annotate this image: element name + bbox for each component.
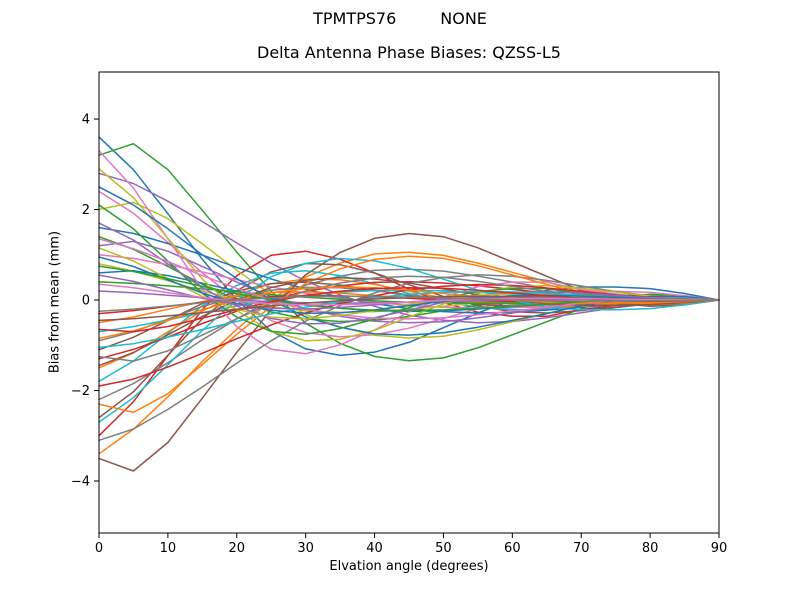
x-tick-label: 80 bbox=[642, 541, 659, 556]
series-line-42 bbox=[98, 286, 720, 340]
series-line-36 bbox=[98, 276, 720, 367]
x-tick-label: 30 bbox=[297, 541, 314, 556]
y-tick-label: 0 bbox=[82, 294, 90, 309]
suptitle-receiver: TPMTPS76 bbox=[313, 9, 397, 28]
x-tick-label: 20 bbox=[229, 541, 246, 556]
x-tick-label: 90 bbox=[711, 541, 728, 556]
series-line-30 bbox=[98, 257, 720, 423]
y-tick-label: 2 bbox=[82, 203, 90, 218]
x-tick-label: 50 bbox=[435, 541, 452, 556]
axes-frame bbox=[98, 71, 720, 534]
series-line-01 bbox=[98, 136, 720, 357]
x-tick-label: 60 bbox=[504, 541, 521, 556]
y-axis-label: Bias from mean (mm) bbox=[47, 230, 63, 374]
series-line-12 bbox=[98, 278, 720, 369]
x-tick-label: 70 bbox=[573, 541, 590, 556]
x-axis-label: Elvation angle (degrees) bbox=[329, 559, 489, 574]
series-line-47 bbox=[98, 283, 720, 306]
x-tick-label: 10 bbox=[160, 541, 177, 556]
series-line-32 bbox=[98, 255, 720, 414]
x-tick-label: 40 bbox=[366, 541, 383, 556]
y-tick-label: −4 bbox=[71, 474, 90, 489]
series-line-27 bbox=[98, 149, 720, 355]
series-line-48 bbox=[98, 295, 720, 313]
axes-title: Delta Antenna Phase Biases: QZSS-L5 bbox=[257, 43, 561, 62]
suptitle: TPMTPS76 NONE bbox=[0, 9, 800, 28]
y-tick-label: −2 bbox=[71, 384, 90, 399]
x-tick-label: 0 bbox=[95, 541, 103, 556]
y-tick-label: 4 bbox=[82, 113, 90, 128]
series-line-41 bbox=[98, 256, 720, 315]
series-line-29 bbox=[98, 168, 720, 342]
suptitle-radome: NONE bbox=[440, 9, 487, 28]
